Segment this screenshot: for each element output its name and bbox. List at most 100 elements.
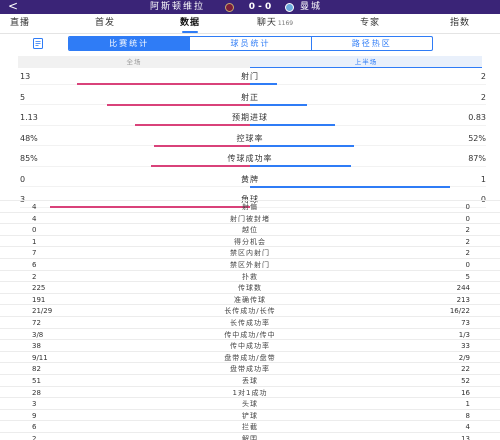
home-value: 225 (32, 284, 46, 293)
home-bar (76, 83, 250, 85)
home-value: 3 (20, 195, 26, 204)
period-full-match[interactable]: 全场 (18, 56, 250, 68)
bar-stat-row: 0 黄牌 1 (0, 173, 500, 194)
stat-label: 禁区外射门 (230, 260, 270, 269)
tab-live[interactable]: 直播 (0, 14, 40, 34)
away-value: 4 (465, 423, 470, 432)
away-value: 2 (465, 237, 470, 246)
stats-segment-control: 比赛统计 球员统计 路径热区 (68, 36, 433, 51)
home-value: 1 (32, 237, 37, 246)
home-value: 6 (32, 260, 37, 269)
stat-label: 黄牌 (241, 174, 259, 184)
away-value: 0 (480, 195, 486, 204)
subtab-heat-zone[interactable]: 路径热区 (310, 37, 432, 50)
stat-label: 禁区内射门 (230, 249, 270, 258)
stat-label: 控球率 (236, 133, 264, 143)
table-row: 51 丢球 52 (0, 373, 500, 386)
subtab-player-stats[interactable]: 球员统计 (189, 37, 310, 50)
bar-stats-list: 13 射门 2 5 射正 2 1.13 预期进球 0.83 48% 控球率 52% 85% 传球成功率 87… (0, 70, 500, 214)
away-value: 52 (461, 376, 470, 385)
home-value: 48% (20, 133, 38, 143)
away-value: 2 (465, 249, 470, 258)
match-header: < 阿斯顿维拉 0 - 0 曼城 (0, 0, 500, 14)
away-value: 73 (461, 318, 470, 327)
table-row: 3 头球 1 (0, 397, 500, 409)
table-row: 3/8 传中成功/传中 1/3 (0, 327, 500, 340)
stat-label: 扑救 (242, 272, 258, 281)
home-value: 51 (32, 376, 41, 385)
tab-lineup[interactable]: 首发 (85, 14, 125, 34)
table-row: 72 长传成功率 73 (0, 315, 500, 328)
bar-stat-row: 48% 控球率 52% (0, 132, 500, 153)
home-value: 9/11 (32, 353, 48, 362)
away-value: 22 (461, 365, 470, 374)
home-value: 38 (32, 342, 41, 351)
home-value: 13 (20, 72, 31, 81)
home-value: 1.13 (20, 113, 38, 122)
tab-odds[interactable]: 指数 (440, 14, 480, 34)
away-value: 33 (461, 342, 470, 351)
stat-label: 射门 (241, 72, 259, 81)
home-bar (50, 206, 250, 208)
tab-data[interactable]: 数据 (170, 14, 210, 34)
home-value: 0 (32, 226, 37, 235)
home-value: 85% (20, 154, 38, 163)
period-first-half[interactable]: 上半场 (250, 56, 482, 68)
stat-label: 传球成功率 (227, 154, 273, 163)
away-value: 8 (465, 411, 470, 420)
table-row: 28 1对1成功 16 (0, 385, 500, 398)
tab-expert[interactable]: 专家 (350, 14, 390, 34)
table-row: 21/29 长传成功/长传 16/22 (0, 304, 500, 316)
home-value: 3/8 (32, 330, 44, 339)
away-bar (250, 124, 335, 126)
away-value: 2 (465, 226, 470, 235)
stat-label: 射门被封堵 (230, 214, 270, 223)
period-toggle: 全场 上半场 (18, 56, 482, 68)
home-value: 2 (32, 434, 37, 440)
home-bar (151, 165, 250, 167)
tab-chat[interactable]: 聊天1169 (245, 14, 305, 34)
away-value: 2 (480, 72, 486, 81)
away-value: 1 (480, 174, 486, 184)
home-value: 5 (20, 92, 26, 102)
table-row: 2 解围 13 (0, 431, 500, 440)
document-icon[interactable] (32, 37, 44, 50)
chat-count-badge: 1169 (277, 20, 294, 27)
away-value: 213 (456, 295, 470, 304)
stat-label: 铲球 (242, 411, 258, 420)
away-value: 1 (465, 400, 470, 409)
stat-label: 传球数 (238, 284, 262, 293)
detail-stats-table: 4 射偏 0 4 射门被封堵 0 0 越位 2 1 得分机会 2 7 禁区内射门 2 6 禁区外射门 0 2 扑救 5 2… (0, 200, 500, 440)
stat-label: 角球 (241, 195, 259, 204)
away-team-crest-icon (285, 3, 294, 12)
home-team-name: 阿斯顿维拉 (150, 2, 206, 12)
stat-label: 传中成功/传中 (224, 330, 276, 339)
table-row: 1 得分机会 2 (0, 234, 500, 247)
stat-label: 盘带成功率 (230, 365, 270, 374)
stat-label: 越位 (242, 226, 258, 235)
bar-stat-row: 5 射正 2 (0, 91, 500, 112)
subtab-match-stats[interactable]: 比赛统计 (69, 37, 190, 50)
away-value: 16 (461, 388, 470, 397)
bar-stat-row: 3 角球 0 (0, 193, 500, 214)
away-value: 16/22 (449, 307, 470, 316)
home-bar (107, 103, 250, 106)
stat-label: 预期进球 (232, 113, 268, 122)
top-nav: 直播 首发 数据 聊天1169 专家 指数 (0, 14, 500, 34)
stat-label: 长传成功率 (230, 318, 270, 327)
away-value: 87% (468, 154, 486, 163)
away-value: 0 (465, 214, 470, 223)
tab-label: 聊天 (256, 18, 277, 28)
tab-label: 首发 (94, 18, 115, 28)
away-value: 0.83 (468, 113, 486, 122)
tab-label: 专家 (359, 18, 380, 28)
away-value: 52% (468, 133, 486, 143)
table-row: 2 扑救 5 (0, 269, 500, 282)
away-bar (250, 185, 450, 188)
table-row: 191 准确传球 213 (0, 292, 500, 305)
match-score: 0 - 0 (248, 2, 272, 12)
table-row: 225 传球数 244 (0, 281, 500, 293)
away-value: 2/9 (458, 353, 470, 362)
back-button[interactable]: < (8, 0, 19, 13)
